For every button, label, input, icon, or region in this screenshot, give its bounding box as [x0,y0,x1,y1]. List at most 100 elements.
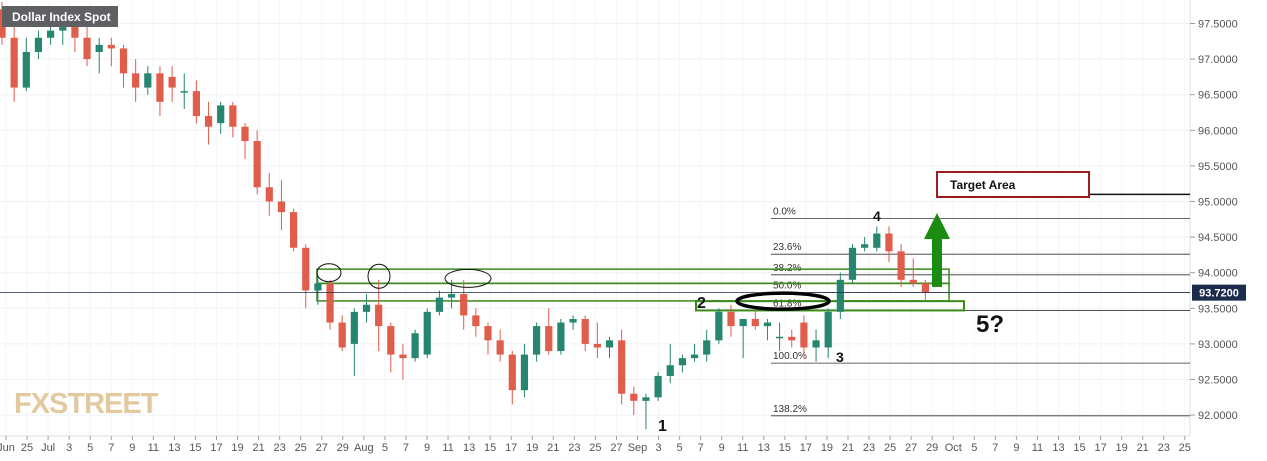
x-tick-label: 5 [971,442,977,454]
candle-body [812,340,820,348]
candle-body [95,44,103,52]
candle-body [520,354,529,391]
candle-body [533,326,541,355]
x-tick-label: 5 [87,442,93,454]
candle [180,73,188,109]
candle-body [472,315,480,327]
candle-body [119,48,128,74]
candle [95,37,103,74]
y-tick-label: 95.0000 [1198,197,1238,209]
candle [533,322,541,362]
x-tick-label: 17 [505,442,517,454]
y-tick-label: 94.5000 [1198,232,1238,244]
watermark-logo: FXSTREET [14,388,159,420]
x-tick-label: Jul [41,442,55,454]
candle [22,37,30,92]
candle-body [229,105,237,127]
candle-body [642,397,650,401]
candle [217,101,225,134]
candle [423,308,431,359]
candle-body [338,322,346,348]
candle [460,279,468,330]
x-tick-label: 3 [66,442,72,454]
x-tick-label: 21 [842,442,854,454]
candle [897,244,905,287]
candle [642,393,650,430]
x-tick-label: 29 [926,442,938,454]
x-tick-label: 25 [884,442,896,454]
up-arrow-shaft [932,239,942,287]
annotations: 93.7200 Target Area 1 2 3 4 5? [0,171,1246,435]
test-ellipse [367,263,391,289]
x-tick-label: 27 [316,442,328,454]
x-tick-label: 25 [589,442,601,454]
candle [253,130,261,195]
candle-body [824,311,832,348]
candle [581,315,589,352]
candle-body [387,326,395,355]
candle-body [241,126,249,141]
x-tick-label: 3 [655,442,661,454]
fib-level-label: 23.6% [773,242,801,253]
candle-body [362,304,371,312]
candle-body [314,283,322,291]
x-tick-label: 21 [1137,442,1149,454]
candle-body [496,340,504,355]
candle [156,66,164,117]
x-tick-label: 19 [821,442,833,454]
candle [290,208,298,252]
x-tick-label: 15 [189,442,201,454]
x-tick-label: 5 [382,442,388,454]
fib-level-label: 61.8% [773,298,801,309]
candle-body [557,322,565,352]
x-tick-label: Aug [354,442,374,454]
target-area-box [936,171,1090,198]
candle-body [848,247,857,280]
candle-body [411,333,419,359]
x-tick-label: 11 [442,442,453,454]
candle-body [83,37,91,60]
candle [800,315,808,359]
x-tick-label: 9 [424,442,430,454]
candle-body [265,187,273,202]
candle [873,226,881,252]
candle-body [666,365,674,376]
candle [399,343,407,380]
candle-body [751,318,759,327]
candle-body [727,311,735,327]
candle-body [22,51,30,88]
candle-body [107,44,115,49]
candle-body [715,311,723,341]
candle [520,343,529,398]
x-tick-label: 25 [295,442,307,454]
candle [192,80,200,124]
y-tick-label: 97.5000 [1198,19,1238,31]
candle [690,343,699,362]
x-tick-label: 17 [800,442,812,454]
candle-body [909,279,917,284]
x-tick-label: 11 [737,442,748,454]
candle [435,290,443,316]
candle-body [654,375,662,398]
candle [824,308,832,359]
test-ellipse [316,263,342,283]
candle [885,226,893,263]
candle-body [581,318,589,344]
x-tick-label: 27 [905,442,917,454]
candle [229,101,237,138]
current-price-tag [1192,284,1246,301]
x-tick-label: 19 [526,442,538,454]
candle [593,322,601,359]
candle-body [59,27,67,31]
y-tick-label: 92.5000 [1198,375,1238,387]
candle-body [678,358,686,366]
candle-body [690,354,699,359]
candle [678,354,686,373]
x-tick-label: 17 [210,442,222,454]
candle [411,329,419,362]
candle [277,180,286,230]
x-tick-label: 15 [484,442,496,454]
candle-body [290,212,298,248]
candle-body [302,247,310,291]
x-tick-label: 13 [758,442,770,454]
